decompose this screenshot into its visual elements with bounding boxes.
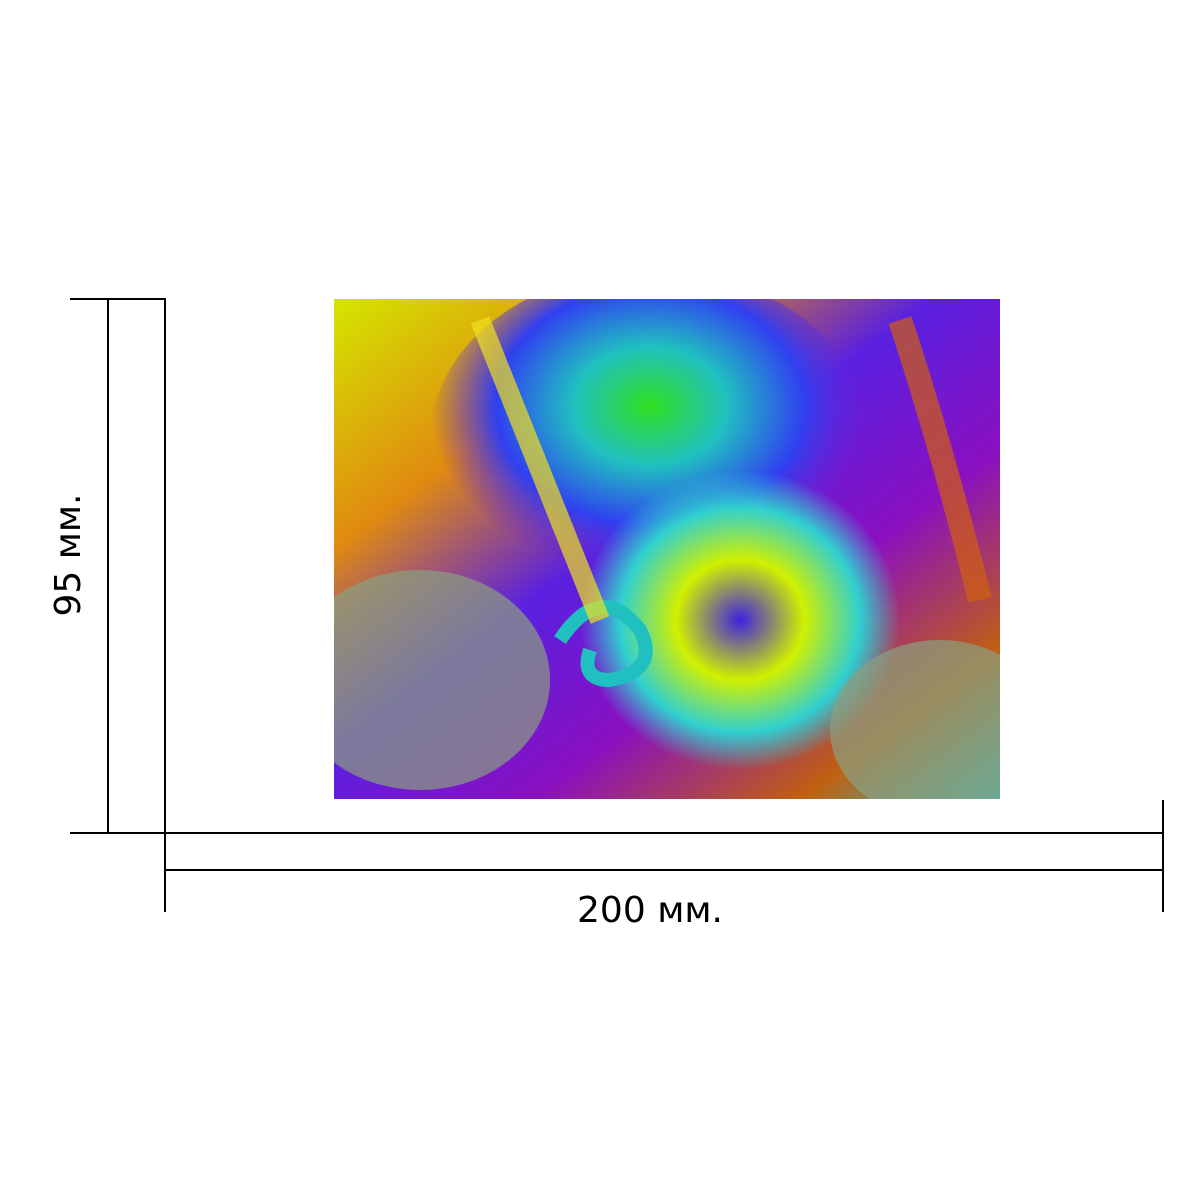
width-label: 200 мм. bbox=[577, 890, 723, 931]
height-dimension: 95 мм. bbox=[48, 298, 166, 834]
height-label: 95 мм. bbox=[48, 493, 89, 616]
width-dimension: 200 мм. bbox=[164, 800, 1164, 931]
fractal-artwork bbox=[334, 299, 1000, 799]
